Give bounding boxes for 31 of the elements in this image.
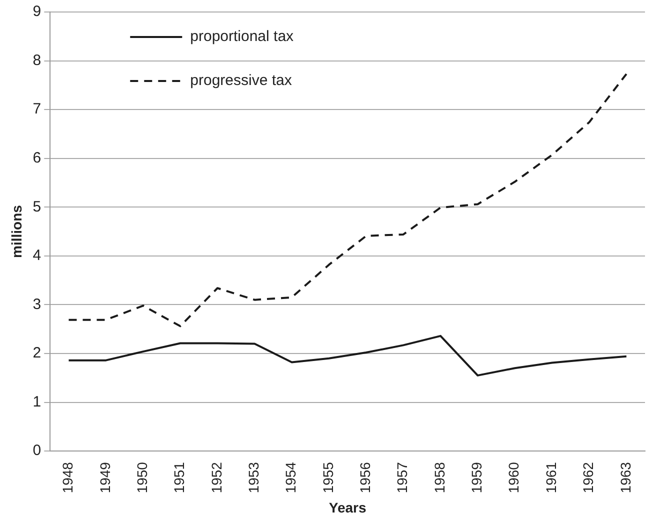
line-series	[68, 72, 628, 328]
x-tick-label: 1961	[542, 462, 559, 494]
x-tick-label: 1957	[394, 462, 410, 494]
x-tick-label: 1959	[468, 462, 485, 494]
legend-label: proportional tax	[190, 28, 294, 46]
x-tick-label: 1948	[60, 462, 76, 494]
y-tick-label: 2	[32, 344, 42, 362]
x-tick-label: 1960	[506, 462, 522, 494]
y-tick-label: 8	[32, 52, 42, 69]
x-tick-label: 1958	[431, 462, 448, 494]
x-tick-label: 1954	[282, 462, 299, 494]
x-tick-label: 1950	[134, 462, 150, 494]
x-tick-label: 1951	[171, 462, 188, 494]
y-tick-label: 4	[32, 247, 42, 264]
x-tick-label: 1962	[580, 462, 596, 494]
y-tick-label: 1	[32, 393, 42, 410]
y-tick-label: 7	[32, 100, 42, 118]
y-tick-label: 5	[32, 198, 42, 216]
x-tick-label: 1949	[96, 462, 113, 494]
x-axis-title: Years	[328, 499, 366, 516]
x-tick-label: 1963	[617, 462, 634, 494]
y-tick-label: 6	[32, 149, 42, 166]
x-tick-label: 1953	[245, 462, 262, 494]
y-tick-label: 0	[32, 442, 42, 460]
x-tick-label: 1955	[320, 462, 336, 494]
y-tick-label: 9	[32, 3, 42, 20]
x-tick-label: 1956	[357, 462, 374, 494]
legend-label: progressive tax	[190, 72, 292, 90]
y-axis-title: millions	[8, 204, 24, 258]
x-tick-label: 1952	[208, 462, 224, 494]
y-tick-label: 3	[32, 296, 42, 313]
